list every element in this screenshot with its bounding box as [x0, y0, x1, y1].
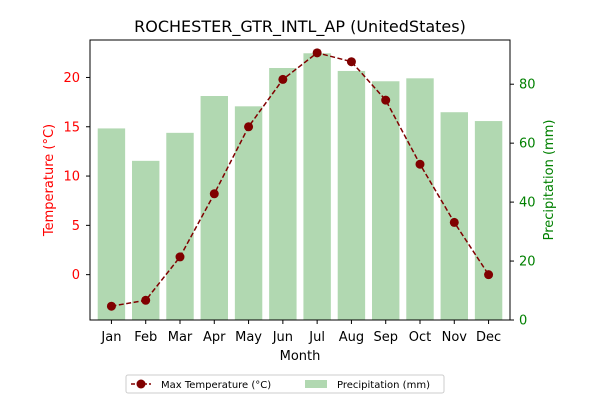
temperature-point-may [244, 122, 254, 132]
precipitation-bar-may [234, 106, 263, 320]
precipitation-bar-apr [200, 96, 228, 320]
y-left-tick-label: 15 [63, 120, 80, 135]
x-tick-label: Nov [442, 330, 468, 345]
legend-precipitation-swatch [305, 380, 327, 388]
precipitation-bar-jul [303, 53, 331, 321]
x-tick-label: Mar [168, 330, 193, 345]
temperature-point-sep [381, 95, 391, 105]
y-left-tick-label: 0 [72, 268, 80, 283]
x-tick-label: Jan [100, 330, 121, 345]
y-right-tick-label: 80 [519, 78, 536, 93]
temperature-point-mar [175, 252, 185, 262]
x-tick-label: Jul [308, 330, 325, 345]
precipitation-bar-mar [166, 132, 194, 320]
x-tick-label: Oct [409, 330, 431, 345]
precipitation-bar-feb [132, 160, 160, 320]
legend-box [125, 374, 445, 394]
precipitation-bar-jun [269, 68, 297, 320]
y-axis-left-label: Temperature (°C) [42, 124, 57, 237]
x-tick-label: Dec [476, 330, 501, 345]
y-right-tick-label: 60 [519, 137, 536, 152]
precipitation-bar-dec [474, 121, 503, 320]
temperature-point-apr [209, 189, 219, 199]
y-right-tick-label: 20 [519, 255, 536, 270]
x-axis-label: Month [280, 349, 321, 364]
y-left-tick-label: 10 [63, 170, 80, 185]
x-axis: Jan Feb Mar Apr May Jun Jul Aug Sep Oct Nov Dec [100, 320, 501, 345]
y-left-tick-label: 20 [63, 71, 80, 86]
y-left-tick-label: 5 [72, 219, 80, 234]
plot-frame [89, 39, 511, 321]
x-tick-label: Jun [272, 330, 293, 345]
x-tick-label: Feb [134, 330, 157, 345]
x-tick-label: Aug [339, 330, 364, 345]
temperature-line-layer [106, 48, 494, 311]
temperature-point-dec [484, 270, 494, 280]
x-tick-label: May [235, 330, 262, 345]
temperature-point-jul [312, 48, 322, 58]
temperature-line [111, 51, 490, 307]
precipitation-bar-oct [406, 78, 434, 320]
temperature-point-feb [141, 295, 151, 305]
y-right-tick-label: 0 [519, 314, 527, 329]
legend: Max Temperature (°C) Precipitation (mm) [125, 374, 445, 394]
precipitation-bars [97, 53, 503, 321]
temperature-point-aug [346, 57, 356, 67]
precipitation-bar-nov [440, 112, 468, 320]
x-tick-label: Apr [203, 330, 226, 345]
temperature-point-nov [449, 217, 459, 227]
precipitation-bar-aug [337, 70, 366, 321]
x-tick-label: Sep [373, 330, 398, 345]
chart-title: ROCHESTER_GTR_INTL_AP (UnitedStates) [134, 17, 466, 37]
precipitation-bar-jan [97, 128, 126, 320]
legend-temperature-label: Max Temperature (°C) [161, 380, 271, 391]
temperature-point-oct [415, 159, 425, 169]
legend-precipitation-label: Precipitation (mm) [337, 380, 430, 391]
y-axis-right: 0 20 40 60 80 [510, 78, 536, 329]
precipitation-bar-sep [372, 81, 400, 321]
y-right-tick-label: 40 [519, 196, 536, 211]
y-axis-left: 0 5 10 15 20 [63, 71, 90, 283]
y-axis-right-label: Precipitation (mm) [542, 120, 557, 241]
temperature-point-jun [278, 74, 288, 84]
legend-temperature-swatch-marker [136, 379, 146, 389]
temperature-point-jan [106, 301, 116, 311]
